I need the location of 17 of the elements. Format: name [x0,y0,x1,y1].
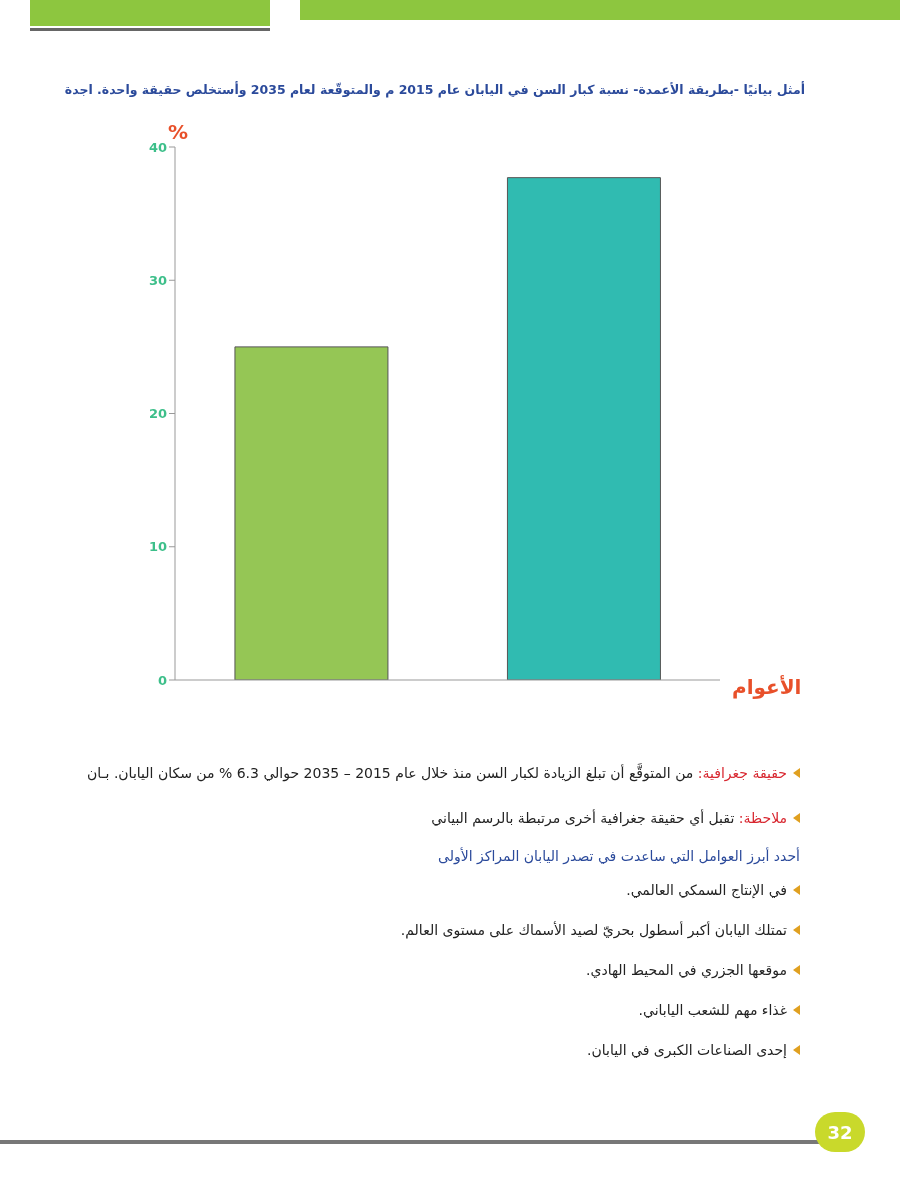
text: تمتلك اليابان أكبر أسطول بحريّ لصيد الأسماك على مستوى العالم. [400,922,787,938]
text: إحدى الصناعات الكبرى في اليابان. [587,1042,787,1058]
text: ملاحظة: تقبل أي حقيقة جغرافية أخرى مرتبطة بالرسم البياني [431,810,787,826]
text: أحدد أبرز العوامل التي ساعدت في تصدر اليابان المراكز الأولى [438,848,800,864]
text: موقعها الجزري في المحيط الهادي. [585,962,787,978]
y-tick-label: 10 [148,539,167,555]
text: حقيقة جغرافية: من المتوقَّع أن تبلغ الزيادة لكبار السن منذ خلال عام 2015 – 2035 حوالي 6.3 % من سكان اليابان. بـان [86,765,787,781]
text: 32 [815,1112,865,1152]
text: غذاء مهم للشعب الياباني. [638,1002,787,1018]
x-axis-title: الأعوام [732,675,802,699]
y-tick-label: 20 [148,406,167,422]
y-tick-label: 40 [148,139,167,155]
y-axis-title: % [168,120,189,144]
chart-title: أمثل بيانيًا -بطريقة الأعمدة- نسبة كبار السن في اليابان عام 2015 م والمتوقّعة لعام 2035 وأستخلص حقيقة واحدة. اجدة [64,82,805,97]
text: في الإنتاج السمكي العالمي. [626,882,787,898]
y-tick-label: 30 [148,272,167,288]
y-tick-label: 0 [157,672,167,688]
